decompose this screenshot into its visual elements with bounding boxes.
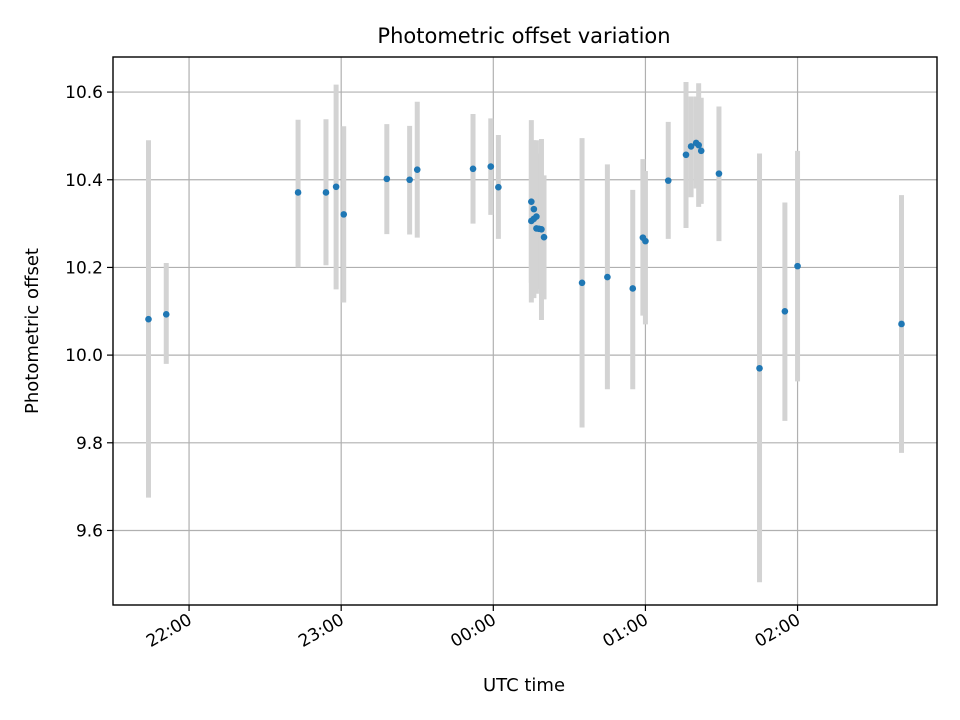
data-point xyxy=(604,273,611,281)
data-point xyxy=(322,189,330,196)
data-point xyxy=(794,262,801,270)
data-point xyxy=(781,307,789,315)
y-tick-label: 10.6 xyxy=(65,83,103,103)
grid xyxy=(113,57,937,605)
x-tick-label: 22:00 xyxy=(143,610,195,652)
y-tick-label: 10.0 xyxy=(65,346,103,366)
y-tick-label: 9.8 xyxy=(76,434,103,454)
data-point xyxy=(756,364,763,372)
y-tick-label: 9.6 xyxy=(76,521,103,541)
data-point xyxy=(715,170,723,177)
data-point xyxy=(578,279,586,287)
data-point xyxy=(162,311,170,318)
data-point xyxy=(413,166,421,173)
data-points xyxy=(145,139,905,372)
data-point xyxy=(642,237,649,245)
data-point xyxy=(332,183,340,191)
data-point xyxy=(697,147,705,155)
data-point xyxy=(629,285,637,292)
data-point xyxy=(540,233,548,241)
data-point xyxy=(406,176,413,184)
data-point xyxy=(664,177,672,184)
x-tick-label: 01:00 xyxy=(599,610,651,652)
data-point xyxy=(528,198,535,205)
error-bars xyxy=(145,81,905,583)
data-point xyxy=(898,320,905,328)
data-point xyxy=(495,183,502,191)
data-point xyxy=(538,225,545,233)
y-tick-label: 10.4 xyxy=(65,171,103,191)
data-point xyxy=(682,151,690,159)
data-point xyxy=(533,213,540,220)
data-point xyxy=(294,189,302,196)
plot-frame xyxy=(112,56,938,606)
data-point xyxy=(487,163,495,170)
y-tick-label: 10.2 xyxy=(65,258,103,278)
x-axis-label: UTC time xyxy=(483,675,565,696)
data-point xyxy=(145,315,152,323)
x-tick-label: 00:00 xyxy=(447,610,499,652)
data-point xyxy=(695,141,702,149)
data-point xyxy=(687,143,695,150)
data-point xyxy=(469,165,477,173)
data-point xyxy=(340,211,348,218)
chart-title: Photometric offset variation xyxy=(377,24,670,48)
x-tick-label: 23:00 xyxy=(295,610,347,652)
data-point xyxy=(383,175,391,183)
y-axis-label: Photometric offset xyxy=(22,248,43,414)
x-tick-label: 02:00 xyxy=(752,610,804,652)
data-point xyxy=(530,205,538,213)
